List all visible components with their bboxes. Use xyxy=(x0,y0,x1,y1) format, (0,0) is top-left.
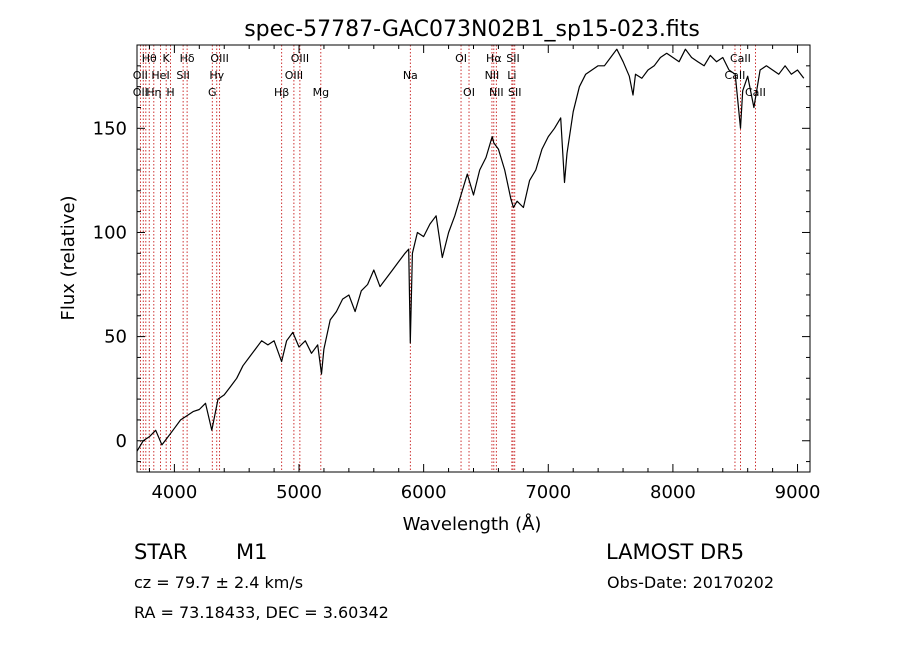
line-label: OII xyxy=(133,69,148,82)
y-tick-label: 50 xyxy=(104,327,127,348)
line-label: Na xyxy=(403,69,418,82)
line-label: Hβ xyxy=(274,86,289,99)
line-label: Hδ xyxy=(180,52,195,65)
spectrum-series xyxy=(136,48,805,452)
line-label: OIII xyxy=(210,52,228,65)
observation-date: Obs-Date: 20170202 xyxy=(607,573,775,592)
coordinates: RA = 73.18433, DEC = 3.60342 xyxy=(134,603,389,622)
y-axis: 0 50 100 150 xyxy=(93,65,810,463)
y-axis-label: Flux (relative) xyxy=(58,195,79,320)
line-label: NII xyxy=(485,69,500,82)
line-label: NII xyxy=(489,86,504,99)
line-label: OI xyxy=(463,86,475,99)
x-tick-label: 7000 xyxy=(525,482,571,503)
plot-frame xyxy=(136,44,811,473)
line-label: Hα xyxy=(486,52,502,65)
x-tick-label: 9000 xyxy=(775,482,821,503)
line-label: SII xyxy=(508,86,521,99)
line-label: SII xyxy=(176,69,189,82)
object-subclass: M1 xyxy=(236,540,268,564)
line-label: Hγ xyxy=(209,69,224,82)
line-label: OIII xyxy=(291,52,309,65)
x-tick-label: 8000 xyxy=(650,482,696,503)
x-tick-label: 6000 xyxy=(401,482,447,503)
line-label: G xyxy=(208,86,217,99)
spectral-line-markers xyxy=(139,45,756,472)
line-label: CaII xyxy=(730,52,751,65)
line-label: CaII xyxy=(745,86,766,99)
x-tick-label: 5000 xyxy=(276,482,322,503)
line-label: Mg xyxy=(313,86,329,99)
line-label: Hθ xyxy=(142,52,157,65)
x-tick-label: 4000 xyxy=(151,482,197,503)
line-label: OI xyxy=(455,52,467,65)
y-tick-label: 150 xyxy=(93,118,127,139)
y-tick-label: 100 xyxy=(93,222,127,243)
redshift-velocity: cz = 79.7 ± 2.4 km/s xyxy=(134,573,304,592)
object-class: STAR xyxy=(134,540,188,564)
x-axis: 4000 5000 6000 7000 8000 9000 xyxy=(148,45,821,503)
chart-title: spec-57787-GAC073N02B1_sp15-023.fits xyxy=(244,17,700,42)
y-tick-label: 0 xyxy=(116,431,127,452)
line-label: CaII xyxy=(725,69,746,82)
line-label: HeI xyxy=(151,69,169,82)
x-axis-label: Wavelength (Å) xyxy=(403,513,542,535)
spectral-line-labels: Hθ K Hδ OIII OIII OI Hα SII CaII OII HeI SII Hγ OIII N… xyxy=(133,52,766,99)
line-label: Hη xyxy=(146,86,161,99)
line-label: SII xyxy=(506,52,519,65)
line-label: K xyxy=(163,52,171,65)
survey-name: LAMOST DR5 xyxy=(606,540,745,564)
line-label: OIII xyxy=(285,69,303,82)
line-label: H xyxy=(166,86,174,99)
line-label: Li xyxy=(507,69,516,82)
spectrum-line xyxy=(136,48,805,452)
